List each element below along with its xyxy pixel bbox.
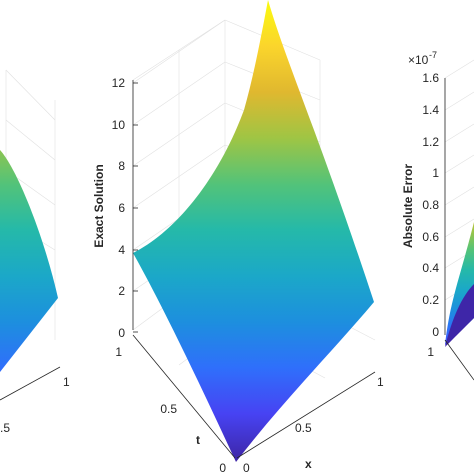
right-z-label: Absolute Error	[401, 164, 415, 248]
left-t-tick: .5	[0, 421, 10, 435]
right-panel: 0 0.2 0.4 0.6 0.8 1 1.2 1.4 1.6 ×10 -7 A…	[401, 50, 474, 381]
t-tick-1: 1	[115, 345, 122, 359]
z-tick-6: 6	[118, 201, 125, 215]
z-tick-4: 4	[118, 243, 125, 257]
center-surface	[133, 0, 374, 462]
z-tick-12: 12	[112, 76, 126, 90]
right-surface-dark	[445, 284, 474, 347]
rz-tick-0: 0	[432, 325, 439, 339]
x-tick-0.5: 0.5	[295, 421, 312, 435]
exponent-power: -7	[429, 50, 437, 60]
rz-tick-0.2: 0.2	[422, 293, 439, 307]
center-x-label: x	[305, 457, 312, 471]
z-tick-2: 2	[118, 284, 125, 298]
x-tick-0: 0	[243, 461, 250, 474]
center-axes	[132, 80, 376, 459]
rz-tick-0.8: 0.8	[422, 198, 439, 212]
center-t-axis	[132, 334, 236, 459]
t-tick-0.5: 0.5	[160, 402, 177, 416]
center-x-tick-labels: 0 0.5 1	[243, 375, 384, 474]
rz-tick-1.2: 1.2	[422, 135, 439, 149]
t-tick-0: 0	[219, 461, 226, 474]
rz-tick-1: 1	[432, 166, 439, 180]
left-surface	[0, 150, 58, 372]
center-t-tick-labels: 1 0.5 0	[115, 345, 226, 474]
z-tick-8: 8	[118, 159, 125, 173]
x-tick-1: 1	[377, 375, 384, 389]
center-z-tick-labels: 0 2 4 6 8 10 12	[112, 76, 126, 340]
center-x-axis	[236, 371, 376, 459]
rz-tick-0.6: 0.6	[422, 230, 439, 244]
right-t-tick-1: 1	[427, 345, 434, 359]
left-x-axis	[0, 366, 61, 401]
exponent-base: ×10	[408, 53, 429, 67]
rz-tick-1.6: 1.6	[422, 71, 439, 85]
center-z-label: Exact Solution	[92, 164, 106, 247]
rz-tick-1.4: 1.4	[422, 103, 439, 117]
left-panel: 1 .5	[0, 69, 70, 435]
right-z-tick-labels: 0 0.2 0.4 0.6 0.8 1 1.2 1.4 1.6	[422, 71, 439, 339]
left-x-tick: 1	[63, 375, 70, 389]
right-exponent-label: ×10 -7	[408, 50, 437, 67]
rz-tick-0.4: 0.4	[422, 261, 439, 275]
z-tick-10: 10	[112, 118, 126, 132]
center-t-label: t	[196, 433, 200, 447]
center-panel: 0 2 4 6 8 10 12 1 0.5 0 0 0.5 1 Exact So…	[92, 0, 384, 474]
right-t-axis	[444, 339, 474, 381]
z-tick-0: 0	[118, 326, 125, 340]
